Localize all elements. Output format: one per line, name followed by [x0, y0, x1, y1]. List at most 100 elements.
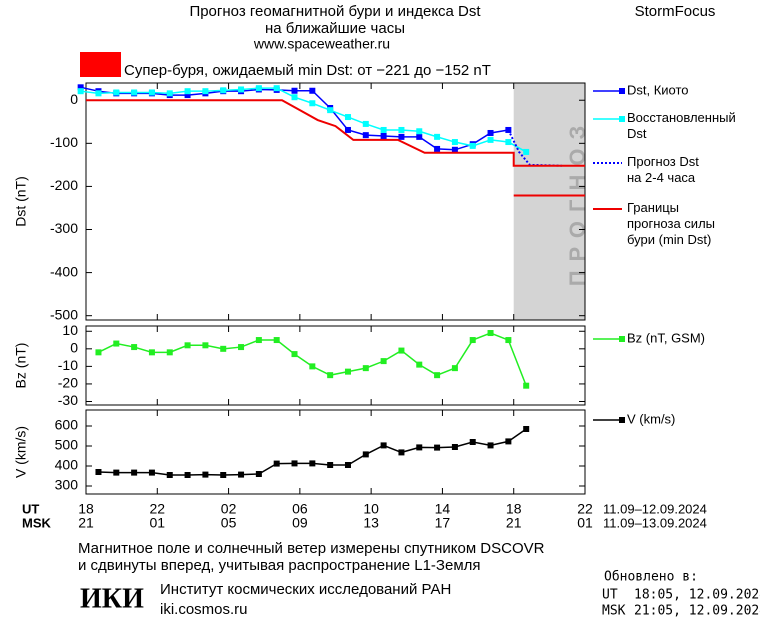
x-tick-label-msk: 21 — [78, 515, 94, 531]
data-point — [291, 460, 298, 467]
data-point — [220, 472, 227, 478]
legend-label: Границы прогноза силы бури (min Dst) — [627, 200, 715, 247]
data-point — [451, 365, 458, 372]
y-tick-label: 500 — [55, 437, 79, 453]
y-tick-label: 300 — [55, 477, 79, 493]
data-point — [327, 372, 334, 379]
legend-label: Dst, Киото — [627, 82, 689, 97]
x-tick-label-msk: 17 — [435, 515, 451, 531]
note: и сдвинуты вперед, учитывая распростране… — [78, 557, 481, 574]
data-point — [166, 90, 173, 97]
x-tick-label: 06 — [292, 501, 308, 517]
data-point — [451, 146, 458, 153]
data-point — [434, 145, 441, 152]
y-tick-label: -300 — [50, 220, 78, 236]
data-point — [113, 340, 120, 347]
x-tick-label: 22 — [149, 501, 165, 517]
data-point — [131, 344, 138, 351]
data-point — [505, 337, 512, 344]
data-point — [95, 90, 102, 97]
data-point — [505, 139, 512, 146]
logo: ИКИ — [80, 583, 144, 614]
data-point — [434, 444, 441, 451]
y-axis-label: Bz (nT) — [13, 343, 29, 389]
data-point — [416, 128, 423, 135]
data-point — [255, 85, 262, 92]
series-line — [80, 87, 527, 153]
legend-label: V (km/s) — [627, 411, 675, 426]
y-tick-label: 0 — [70, 340, 78, 356]
plot-frame — [85, 409, 586, 495]
data-point — [505, 438, 512, 445]
x-tick-label: 22 — [577, 501, 593, 517]
data-point — [523, 426, 530, 432]
data-point — [113, 469, 120, 476]
data-point — [416, 444, 423, 451]
y-tick-label: 0 — [70, 91, 78, 107]
y-tick-label: -200 — [50, 177, 78, 193]
data-point — [148, 349, 155, 356]
y-tick-label: -10 — [58, 357, 78, 373]
x-axis-label: UT — [22, 501, 39, 516]
series-line — [98, 428, 527, 476]
data-point — [398, 347, 405, 354]
forecast-label: ПРОГНОЗ — [565, 117, 590, 287]
data-point — [362, 365, 369, 372]
data-point — [148, 89, 155, 96]
data-point — [77, 88, 84, 95]
data-point — [398, 126, 405, 133]
data-point — [380, 126, 387, 133]
updated-ut: 18:05, 12.09.2024 — [634, 588, 760, 603]
data-point — [238, 344, 245, 351]
data-point — [309, 87, 316, 94]
legend-marker — [619, 88, 625, 94]
x-tick-label: 18 — [78, 501, 94, 517]
data-point — [469, 142, 476, 149]
data-point — [166, 349, 173, 356]
data-point — [202, 342, 209, 349]
data-point — [273, 460, 280, 467]
updated-msk: 21:05, 12.09.2024 — [634, 604, 760, 619]
y-tick-label: -30 — [58, 392, 78, 408]
data-point — [184, 92, 191, 99]
legend-marker — [619, 417, 625, 423]
data-point — [380, 133, 387, 140]
data-point — [434, 372, 441, 379]
y-tick-label: -500 — [50, 306, 78, 322]
data-point — [469, 337, 476, 344]
note: Магнитное поле и солнечный ветер измерен… — [78, 540, 545, 557]
title: на ближайшие часы — [265, 20, 405, 37]
data-point — [77, 84, 84, 91]
x-tick-label: 14 — [435, 501, 451, 517]
updated-ut-label: UT — [602, 588, 618, 603]
data-point — [255, 337, 262, 344]
data-point — [184, 342, 191, 349]
data-point — [523, 382, 530, 389]
data-point — [95, 349, 102, 356]
y-tick-label: -400 — [50, 263, 78, 279]
institute: Институт космических исследований РАН — [160, 581, 451, 598]
data-point — [344, 368, 351, 375]
data-point — [362, 120, 369, 127]
updated-label: Обновлено в: — [604, 570, 698, 585]
data-point — [327, 462, 334, 468]
data-point — [398, 449, 405, 456]
data-point — [487, 136, 494, 143]
series-line — [86, 99, 585, 197]
y-tick-label: -100 — [50, 134, 78, 150]
y-tick-label: 10 — [62, 322, 78, 338]
data-point — [416, 361, 423, 368]
y-tick-label: 400 — [55, 457, 79, 473]
y-tick-label: -20 — [58, 375, 78, 391]
data-point — [273, 85, 280, 92]
legend-marker — [619, 336, 625, 342]
data-point — [238, 471, 245, 478]
legend-label: Прогноз Dst на 2-4 часа — [627, 154, 699, 185]
data-point — [255, 471, 262, 477]
site: iki.cosmos.ru — [160, 601, 248, 618]
data-point — [344, 462, 351, 468]
data-point — [184, 88, 191, 95]
data-point — [309, 363, 316, 370]
x-axis-label: MSK — [22, 515, 52, 530]
